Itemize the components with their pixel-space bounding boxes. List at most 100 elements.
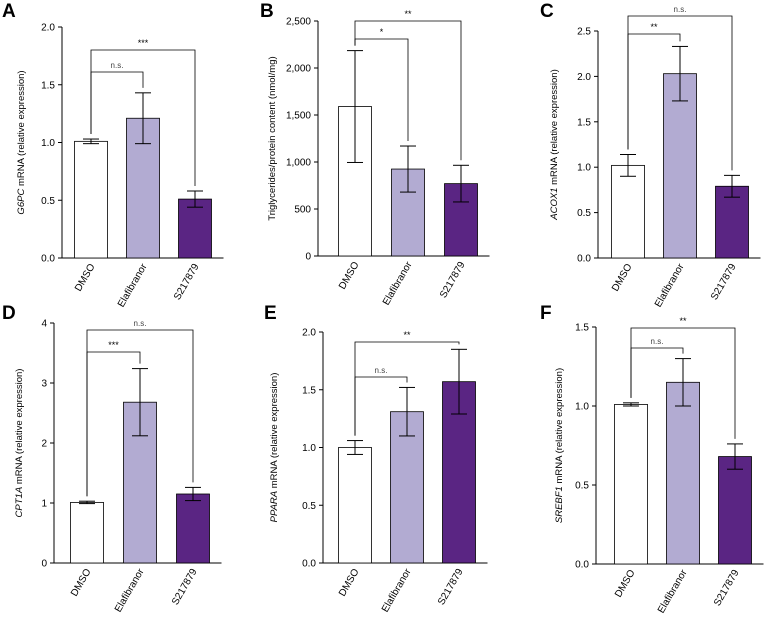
y-axis-gene: G6PC bbox=[16, 189, 27, 215]
category-label: Elafibranor bbox=[113, 566, 147, 614]
y-axis-title: SREBF1 mRNA (relative expression) bbox=[554, 368, 565, 523]
bar bbox=[614, 404, 648, 565]
panel-letter: D bbox=[2, 303, 16, 324]
significance-label: ** bbox=[403, 330, 411, 340]
significance-label: *** bbox=[108, 340, 119, 350]
significance-bracket bbox=[354, 20, 462, 161]
bar bbox=[715, 185, 749, 259]
significance-label: n.s. bbox=[111, 61, 124, 70]
significance-bracket bbox=[627, 15, 733, 171]
bar bbox=[176, 493, 210, 564]
significance-label: *** bbox=[138, 38, 149, 48]
y-tick-label: 1.0 bbox=[575, 402, 589, 413]
bar bbox=[718, 456, 752, 565]
significance-bracket bbox=[630, 327, 736, 439]
panel-letter: B bbox=[260, 1, 274, 22]
category-label: S217879 bbox=[172, 262, 202, 303]
panel-f: F 0.0 0.5 1.0 1.5 SREBF1 mRNA (relative expre… bbox=[540, 303, 764, 615]
y-tick-label: 1.0 bbox=[577, 163, 591, 174]
y-tick-label: 1.5 bbox=[575, 323, 589, 334]
category-label: S217879 bbox=[712, 568, 742, 609]
category-label: DMSO bbox=[610, 262, 635, 294]
bar bbox=[663, 73, 697, 259]
y-tick-label: 0 bbox=[305, 252, 311, 263]
y-axis-title-rest: mRNA (relative expression) bbox=[554, 368, 565, 486]
y-tick-label: 2 bbox=[41, 439, 47, 450]
y-tick-label: 2,500 bbox=[286, 17, 311, 28]
significance-bracket bbox=[90, 49, 196, 187]
y-tick-label: 2.0 bbox=[41, 23, 55, 34]
y-tick-label: 2.0 bbox=[577, 72, 591, 83]
y-axis-title: ACOX1 mRNA (relative expression) bbox=[549, 69, 560, 220]
y-axis-title: PPARA mRNA (relative expression) bbox=[269, 373, 280, 523]
significance-label: n.s. bbox=[674, 5, 687, 14]
panel-b: B 0 500 1,000 1,500 2,000 2,500 Triglycerides/p… bbox=[260, 1, 490, 307]
category-label: DMSO bbox=[73, 262, 98, 294]
y-tick-label: 1.5 bbox=[41, 80, 55, 91]
y-tick-label: 2.0 bbox=[302, 328, 316, 339]
bar bbox=[70, 501, 104, 564]
y-axis-gene: CPT1A bbox=[14, 487, 25, 518]
bar bbox=[666, 381, 700, 565]
bar bbox=[178, 198, 212, 259]
category-label: Elafibranor bbox=[656, 567, 690, 615]
significance-bracket bbox=[86, 329, 194, 497]
y-tick-label: 0 bbox=[41, 559, 47, 570]
panel-letter: A bbox=[2, 1, 16, 22]
y-axis-title: CPT1A mRNA (relative expression) bbox=[14, 369, 25, 518]
y-tick-label: 1.0 bbox=[41, 138, 55, 149]
y-tick-label: 0.0 bbox=[302, 559, 316, 570]
y-axis-gene: ACOX1 bbox=[549, 188, 560, 221]
panel-a: A 0.0 0.5 1.0 1.5 2.0 G6PC mRNA (relative expr… bbox=[2, 1, 224, 309]
y-axis-title: G6PC mRNA (relative expression) bbox=[16, 70, 27, 214]
y-tick-label: 1.5 bbox=[577, 117, 591, 128]
significance-bracket bbox=[354, 341, 460, 436]
panel-letter: E bbox=[264, 303, 277, 324]
category-label: Elafibranor bbox=[653, 261, 687, 309]
y-tick-label: 0.0 bbox=[41, 254, 55, 265]
panel-e: E 0.0 0.5 1.0 1.5 2.0 PPARA mRNA (relative exp… bbox=[264, 303, 488, 614]
category-label: S217879 bbox=[709, 262, 739, 303]
bar bbox=[338, 447, 372, 564]
category-label: DMSO bbox=[337, 260, 362, 292]
category-label: S217879 bbox=[436, 567, 466, 608]
y-tick-label: 500 bbox=[294, 205, 311, 216]
y-tick-label: 1.0 bbox=[302, 443, 316, 454]
y-tick-label: 0.5 bbox=[302, 501, 316, 512]
y-axis-title-rest: mRNA (relative expression) bbox=[16, 70, 27, 188]
y-tick-label: 1.5 bbox=[302, 385, 316, 396]
y-axis-title-rest: mRNA (relative expression) bbox=[269, 373, 280, 491]
y-tick-label: 1,500 bbox=[286, 111, 311, 122]
y-tick-label: 3 bbox=[41, 379, 47, 390]
category-label: Elafibranor bbox=[116, 261, 150, 309]
panel-c: C 0.0 0.5 1.0 1.5 2.0 2.5 ACOX1 mRNA (relative … bbox=[540, 1, 761, 309]
panel-d: D 0 1 2 3 4 CPT1A mRNA (relative expression) DM… bbox=[2, 303, 222, 614]
y-axis-gene: SREBF1 bbox=[554, 486, 565, 523]
y-tick-label: 2.5 bbox=[577, 27, 591, 38]
significance-label: * bbox=[380, 27, 384, 37]
y-tick-label: 0.0 bbox=[577, 254, 591, 265]
y-axis-title-rest: mRNA (relative expression) bbox=[549, 69, 560, 187]
y-axis-title: Triglycerides/protein content (nmol/mg) bbox=[267, 56, 278, 220]
significance-label: ** bbox=[650, 22, 658, 32]
category-label: S217879 bbox=[438, 260, 468, 301]
significance-label: n.s. bbox=[134, 319, 147, 328]
category-label: DMSO bbox=[69, 567, 94, 599]
y-tick-label: 0.0 bbox=[575, 560, 589, 571]
significance-label: ** bbox=[404, 9, 412, 19]
y-axis-gene: PPARA bbox=[269, 491, 280, 523]
y-axis-title-rest: Triglycerides/protein content (nmol/mg) bbox=[267, 56, 278, 220]
bar bbox=[74, 140, 108, 259]
bar bbox=[611, 164, 645, 259]
significance-label: n.s. bbox=[651, 337, 664, 346]
category-label: Elafibranor bbox=[381, 259, 415, 307]
y-axis-title-rest: mRNA (relative expression) bbox=[14, 369, 25, 487]
bar bbox=[390, 411, 424, 564]
significance-label: n.s. bbox=[375, 366, 388, 375]
y-tick-label: 0.5 bbox=[41, 196, 55, 207]
category-label: Elafibranor bbox=[380, 566, 414, 614]
y-tick-label: 4 bbox=[41, 319, 47, 330]
y-tick-label: 0.5 bbox=[577, 208, 591, 219]
y-tick-label: 2,000 bbox=[286, 64, 311, 75]
